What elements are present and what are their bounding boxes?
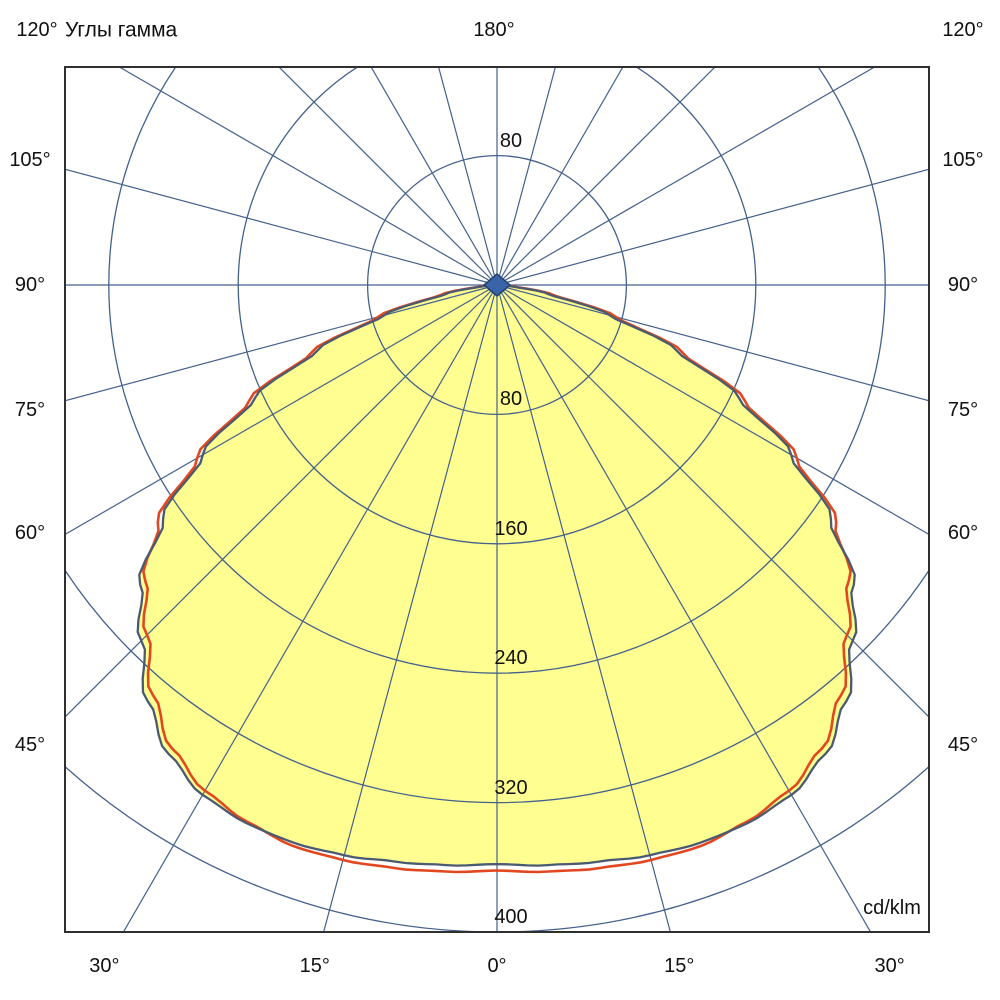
grid-ray-30 — [496, 284, 872, 932]
grid-ray-240 — [118, 67, 498, 286]
grid-ray-45 — [496, 284, 929, 718]
grid-ray-105 — [496, 168, 929, 286]
gamma-label-120-top-right: 120° — [942, 19, 984, 41]
grid-ray-165 — [496, 67, 557, 286]
plot-border — [64, 66, 930, 933]
grid-ray-300 — [65, 284, 498, 536]
gamma-axis-label-left-60: 60° — [14, 521, 46, 544]
gamma-axis-label-bottom-0: 0° — [487, 955, 507, 977]
curve-c0-red — [142, 283, 852, 874]
grid-ray-195 — [437, 67, 498, 286]
gamma-axis-label-left-75: 75° — [14, 399, 46, 422]
grid-ray-345 — [323, 284, 498, 932]
radial-tick-label-up-80: 80 — [499, 129, 523, 152]
curve-c90-dark — [136, 283, 858, 867]
grid-ray-150 — [496, 67, 624, 286]
gamma-axis-label-right-105: 105° — [942, 148, 984, 171]
grid-ray-330 — [122, 284, 498, 932]
gamma-axis-label-bottom-30: 30° — [874, 955, 905, 977]
grid-ray-255 — [65, 168, 498, 286]
grid-ray-15 — [496, 284, 671, 932]
gamma-axis-label-bottom-15: 15° — [299, 955, 330, 977]
grid-ray-285 — [65, 284, 498, 402]
gamma-axis-label-bottom-30: 30° — [89, 955, 120, 977]
gamma-label-180-top-center: 180° — [473, 19, 515, 41]
radial-tick-label-down-400: 400 — [494, 906, 528, 928]
gamma-axis-label-right-90: 90° — [947, 274, 979, 296]
gamma-axis-label-right-75: 75° — [947, 399, 979, 422]
grid-ray-210 — [370, 67, 498, 286]
radial-tick-label-down-80: 80 — [499, 388, 523, 411]
grid-ray-225 — [278, 67, 498, 286]
gamma-axis-label-left-45: 45° — [14, 734, 46, 756]
grid-ray-135 — [496, 67, 716, 286]
grid-ray-60 — [496, 284, 929, 536]
gamma-axis-label-right-60: 60° — [947, 521, 979, 544]
radial-tick-label-down-240: 240 — [494, 647, 528, 670]
unit-label: cd/klm — [863, 897, 921, 919]
grid-ray-120 — [496, 67, 876, 286]
radial-tick-label-down-320: 320 — [494, 776, 528, 799]
chart-title: Углы гамма — [65, 18, 178, 42]
grid-ray-315 — [65, 284, 498, 718]
photometric-center-marker — [482, 273, 512, 297]
gamma-label-120-top-left: 120° — [16, 19, 58, 41]
grid-ray-75 — [496, 284, 929, 402]
gamma-axis-label-left-90: 90° — [14, 274, 46, 296]
gamma-axis-label-right-45: 45° — [947, 734, 979, 756]
radial-tick-label-down-160: 160 — [494, 517, 528, 540]
gamma-axis-label-bottom-15: 15° — [664, 955, 695, 977]
gamma-axis-label-left-105: 105° — [9, 148, 51, 171]
